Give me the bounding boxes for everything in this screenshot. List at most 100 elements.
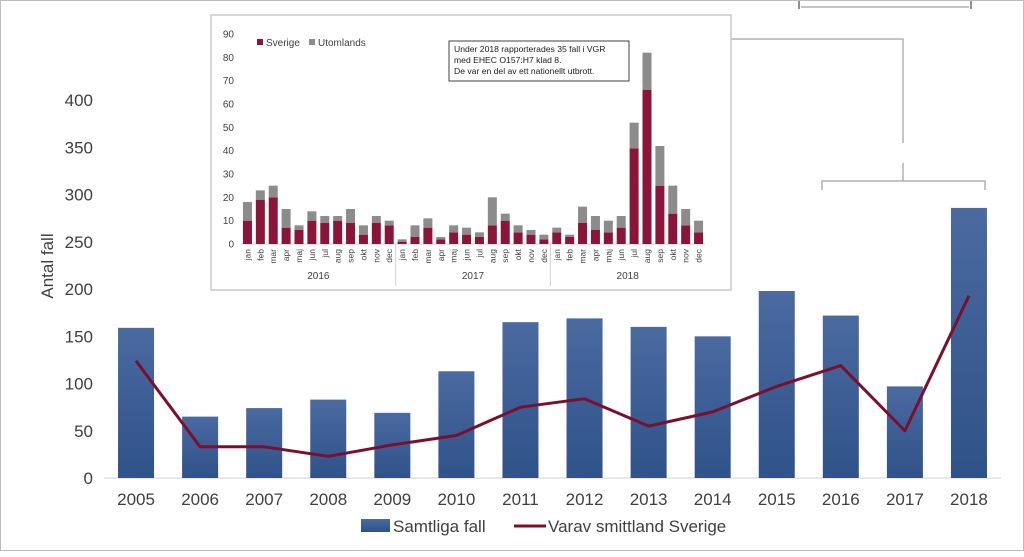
y-tick-label: 400 (65, 91, 93, 110)
inset-x-tick-label: nov (371, 248, 381, 262)
inset-bar-sverige (630, 148, 639, 244)
inset-bar-sverige (694, 232, 703, 244)
x-tick-label: 2005 (117, 490, 155, 509)
inset-bar-sverige (346, 223, 355, 244)
inset-bar-utomlands (449, 225, 458, 232)
bar-2016 (823, 316, 859, 478)
y-tick-label: 250 (65, 233, 93, 252)
inset-x-tick-label: feb (255, 249, 265, 261)
inset-x-tick-label: apr (590, 249, 600, 261)
legend-label-varav-smittland-sverige: Varav smittland Sverige (548, 517, 726, 536)
y-tick-label: 50 (74, 422, 93, 441)
inset-bar-sverige (539, 239, 548, 244)
inset-x-tick-label: aug (333, 249, 343, 263)
inset-bar-utomlands (333, 216, 342, 221)
x-tick-label: 2009 (373, 490, 411, 509)
bar-2008 (310, 400, 346, 478)
inset-bar-utomlands (527, 230, 536, 235)
inset-annotation-line: med EHEC O157:H7 klad 8. (454, 55, 561, 65)
inset-bar-sverige (295, 230, 304, 244)
inset-bar-utomlands (282, 209, 291, 228)
inset-bar-sverige (423, 228, 432, 244)
bar-2007 (246, 408, 282, 478)
x-tick-label: 2006 (181, 490, 219, 509)
bar-2018 (951, 208, 987, 478)
inset-annotation-line: De var en del av ett nationellt utbrott. (454, 66, 594, 76)
inset-bar-utomlands (694, 221, 703, 233)
inset-bar-utomlands (295, 225, 304, 230)
inset-bar-utomlands (269, 186, 278, 198)
inset-x-tick-label: okt (668, 248, 678, 260)
inset-bar-sverige (436, 239, 445, 244)
inset-bar-sverige (643, 90, 652, 244)
inset-bar-sverige (565, 237, 574, 244)
bar-2011 (502, 322, 538, 478)
inset-x-tick-label: sep (655, 249, 665, 263)
inset-x-tick-label: jul (320, 249, 330, 259)
x-tick-label: 2010 (437, 490, 475, 509)
inset-bar-utomlands (307, 211, 316, 220)
bracket-connector-line (731, 39, 903, 143)
inset-group-label: 2018 (617, 271, 640, 282)
inset-bar-sverige (668, 214, 677, 244)
inset-x-tick-label: jul (474, 249, 484, 259)
legend-swatch-samtliga-fall (361, 519, 390, 532)
x-tick-label: 2018 (950, 490, 988, 509)
inset-x-tick-label: dec (539, 248, 549, 262)
inset-bar-sverige (591, 230, 600, 244)
inset-bar-utomlands (359, 225, 368, 234)
inset-bar-sverige (514, 232, 523, 244)
inset-bar-sverige (501, 221, 510, 244)
inset-x-tick-label: jun (616, 249, 626, 262)
inset-x-tick-label: mar (423, 249, 433, 264)
inset-bar-sverige (320, 223, 329, 244)
inset-bar-sverige (307, 221, 316, 244)
x-tick-label: 2013 (630, 490, 668, 509)
inset-bar-sverige (655, 186, 664, 244)
inset-x-tick-label: jun (307, 249, 317, 262)
inset-bar-utomlands (320, 216, 329, 223)
x-tick-label: 2008 (309, 490, 347, 509)
inset-x-tick-label: maj (449, 249, 459, 263)
inset-bar-sverige (475, 237, 484, 244)
inset-x-tick-label: dec (384, 248, 394, 262)
y-tick-label: 100 (65, 375, 93, 394)
inset-bar-utomlands (643, 53, 652, 90)
inset-bar-utomlands (372, 216, 381, 223)
inset-legend-label-utomlands: Utomlands (318, 38, 366, 49)
inset-bar-utomlands (514, 225, 523, 232)
y-tick-label: 0 (84, 469, 93, 488)
inset-x-tick-label: nov (681, 248, 691, 262)
inset-x-tick-label: jun (462, 249, 472, 262)
bracket-2016-2018 (822, 181, 985, 190)
inset-bar-sverige (578, 223, 587, 244)
x-tick-label: 2016 (822, 490, 860, 509)
inset-x-tick-label: feb (410, 249, 420, 261)
inset-x-tick-label: jan (552, 249, 562, 262)
inset-bar-utomlands (591, 216, 600, 230)
x-tick-label: 2007 (245, 490, 283, 509)
inset-bar-utomlands (604, 221, 613, 233)
inset-bar-utomlands (668, 186, 677, 214)
inset-x-tick-label: apr (281, 249, 291, 261)
inset-x-tick-label: apr (436, 249, 446, 261)
inset-x-tick-label: okt (358, 248, 368, 260)
inset-bar-utomlands (617, 216, 626, 228)
inset-y-tick-label: 90 (223, 30, 235, 41)
inset-x-tick-label: okt (513, 248, 523, 260)
y-axis-label: Antal fall (38, 233, 57, 298)
inset-bar-utomlands (488, 197, 497, 225)
inset-bar-utomlands (411, 225, 420, 237)
x-tick-label: 2014 (694, 490, 732, 509)
inset-bar-sverige (398, 242, 407, 244)
inset-x-tick-label: nov (526, 248, 536, 262)
inset-x-tick-label: maj (294, 249, 304, 263)
inset-bar-sverige (385, 225, 394, 244)
inset-x-tick-label: jan (242, 249, 252, 262)
inset-bar-utomlands (423, 218, 432, 227)
inset-bar-utomlands (655, 146, 664, 186)
inset-bar-sverige (552, 232, 561, 244)
inset-bar-sverige (449, 232, 458, 244)
